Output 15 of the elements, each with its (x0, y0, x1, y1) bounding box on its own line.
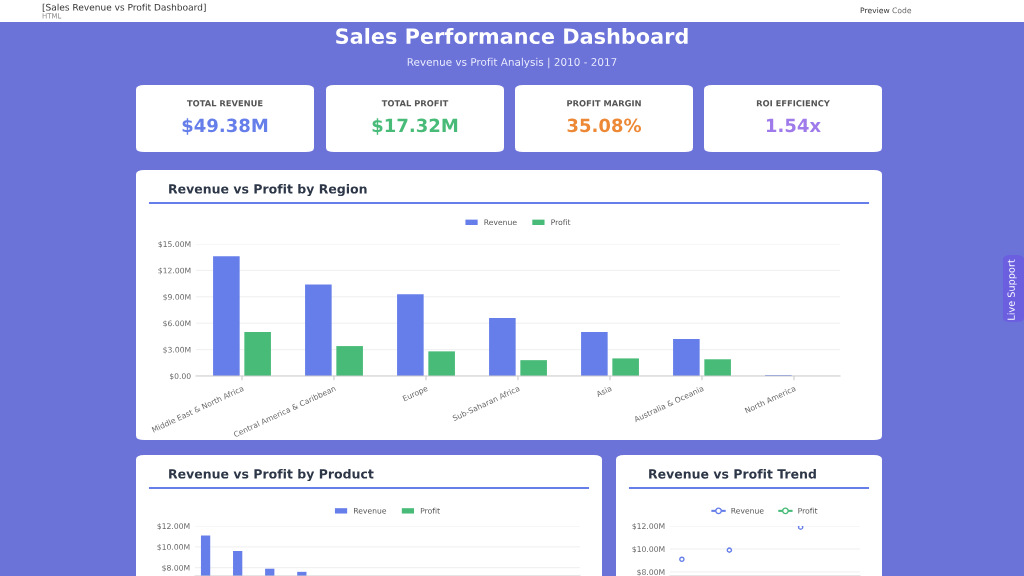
text: Live Support (1007, 259, 1017, 320)
text: $17.32M (372, 118, 458, 135)
text: Sales Performance Dashboard (336, 27, 688, 45)
chart-title: Revenue vs Profit Trend (649, 468, 816, 479)
chart-title: Revenue vs Profit by Region (169, 183, 367, 197)
text: $49.38M (182, 118, 268, 135)
category-label: TOTAL REVENUE (186, 100, 263, 107)
chart-title: Revenue vs Profit by Product (169, 468, 374, 482)
text: [Sales Revenue vs Profit Dashboard] (42, 3, 206, 12)
category-label: TOTAL PROFIT (381, 100, 449, 107)
category-label: ROI EFFICIENCY (756, 100, 830, 107)
text: Revenue vs Profit Analysis | 2010 - 2017 (407, 57, 617, 69)
category-label: PROFIT MARGIN (567, 100, 641, 107)
text: 35.08% (567, 118, 642, 133)
text: 1.54x (766, 118, 821, 133)
